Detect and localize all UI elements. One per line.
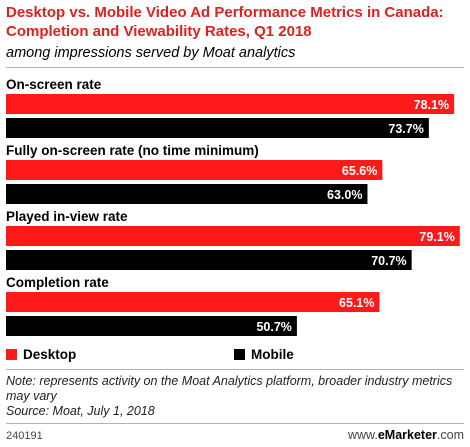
bottom-divider xyxy=(6,423,464,424)
category-label-on-screen-rate: On-screen rate xyxy=(6,77,102,92)
category-label-completion-rate: Completion rate xyxy=(6,275,109,290)
legend-desktop-label: Desktop xyxy=(23,347,77,362)
brand-suffix: .com xyxy=(436,428,464,442)
legend-mobile: Mobile xyxy=(234,347,294,362)
legend-desktop-swatch xyxy=(6,349,17,360)
bar-desktop-completion-rate xyxy=(6,292,380,312)
bar-desktop-on-screen-rate xyxy=(6,94,455,114)
category-label-fully-on-screen-rate-no-time-minimum: Fully on-screen rate (no time minimum) xyxy=(6,143,259,158)
legend-mobile-swatch xyxy=(234,349,245,360)
data-label-desktop-on-screen-rate: 78.1% xyxy=(414,98,449,112)
legend-mobile-label: Mobile xyxy=(251,347,294,362)
footnote-note: Note: represents activity on the Moat An… xyxy=(6,374,453,403)
bar-desktop-played-in-view-rate xyxy=(6,226,460,246)
data-label-desktop-fully-on-screen-rate-no-time-minimum: 65.6% xyxy=(342,164,377,178)
category-label-played-in-view-rate: Played in-view rate xyxy=(6,209,128,224)
brand-name: eMarketer xyxy=(377,428,437,442)
bar-mobile-on-screen-rate xyxy=(6,118,429,138)
brand-logo: www.eMarketer.com xyxy=(348,428,464,442)
chart-id: 240191 xyxy=(6,430,43,442)
data-label-mobile-played-in-view-rate: 70.7% xyxy=(371,254,406,268)
bar-mobile-fully-on-screen-rate-no-time-minimum xyxy=(6,184,368,204)
footer-divider xyxy=(6,369,464,370)
header-divider xyxy=(6,67,464,68)
footnote-source: Source: Moat, July 1, 2018 xyxy=(6,404,155,418)
data-label-mobile-completion-rate: 50.7% xyxy=(256,320,291,334)
chart-subtitle: among impressions served by Moat analyti… xyxy=(6,45,296,61)
brand-prefix: www. xyxy=(347,428,378,442)
footnote: Note: represents activity on the Moat An… xyxy=(6,374,464,419)
chart-title: Desktop vs. Mobile Video Ad Performance … xyxy=(6,4,444,40)
data-label-mobile-fully-on-screen-rate-no-time-minimum: 63.0% xyxy=(327,188,362,202)
data-label-desktop-completion-rate: 65.1% xyxy=(339,296,374,310)
data-label-desktop-played-in-view-rate: 79.1% xyxy=(419,230,454,244)
bar-chart: On-screen rate 78.1% 73.7% Fully on-screen … xyxy=(6,77,460,336)
data-label-mobile-on-screen-rate: 73.7% xyxy=(388,122,423,136)
legend-desktop: Desktop xyxy=(6,347,76,362)
bar-mobile-completion-rate xyxy=(6,316,297,336)
bar-mobile-played-in-view-rate xyxy=(6,250,412,270)
bar-desktop-fully-on-screen-rate-no-time-minimum xyxy=(6,160,383,180)
